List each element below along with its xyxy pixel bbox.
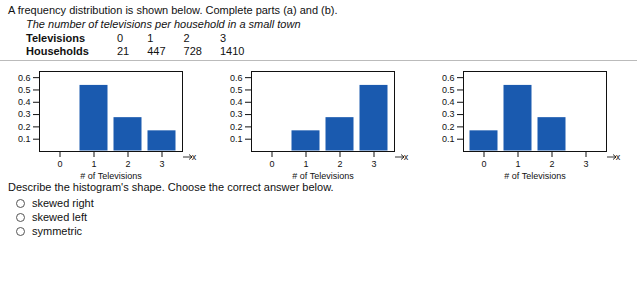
html-text:The number of televisions per: The number of televisions per household … xyxy=(26,18,301,30)
svg-text:# of Televisions: # of Televisions xyxy=(292,171,354,181)
svg-text:0.1: 0.1 xyxy=(442,134,455,144)
html-text:Describe the histogram's shape: Describe the histogram's shape. Choose t… xyxy=(8,181,334,193)
svg-text:0.6: 0.6 xyxy=(18,73,31,83)
svg-text:0.3: 0.3 xyxy=(18,109,31,119)
svg-text:3: 3 xyxy=(371,159,376,169)
svg-text:0.2: 0.2 xyxy=(18,122,31,132)
svg-text:0.4: 0.4 xyxy=(442,97,455,107)
svg-text:0.4: 0.4 xyxy=(230,97,243,107)
svg-text:0.5: 0.5 xyxy=(442,85,455,95)
svg-text:0.6: 0.6 xyxy=(230,73,243,83)
svg-text:1: 1 xyxy=(303,159,308,169)
svg-text:2: 2 xyxy=(550,159,555,169)
html-text:1: 1 xyxy=(147,32,154,44)
svg-text:0.2: 0.2 xyxy=(442,122,455,132)
svg-text:0.3: 0.3 xyxy=(442,109,455,119)
svg-text:0.5: 0.5 xyxy=(18,85,31,95)
html-text:447: 447 xyxy=(147,45,166,57)
html-text:1410: 1410 xyxy=(219,45,245,57)
svg-text:0.2: 0.2 xyxy=(230,122,243,132)
html-text:A frequency distribution is sh: A frequency distribution is shown below.… xyxy=(8,4,338,16)
svg-text:x: x xyxy=(191,152,196,162)
svg-text:0.3: 0.3 xyxy=(230,109,243,119)
svg-text:0: 0 xyxy=(57,159,62,169)
svg-text:x: x xyxy=(404,152,409,162)
html-text:0: 0 xyxy=(117,32,124,44)
svg-text:0.4: 0.4 xyxy=(18,97,31,107)
html-text:3: 3 xyxy=(219,32,226,44)
html-text:Televisions: Televisions xyxy=(26,32,86,44)
html-text:Households: Households xyxy=(26,45,89,57)
svg-text:# of Televisions: # of Televisions xyxy=(505,171,567,181)
svg-text:1: 1 xyxy=(91,159,96,169)
svg-text:3: 3 xyxy=(584,159,589,169)
html-text:2: 2 xyxy=(183,32,190,44)
svg-text:1: 1 xyxy=(516,159,521,169)
svg-text:0.6: 0.6 xyxy=(442,73,455,83)
html-text:skewed left: skewed left xyxy=(32,211,87,223)
html-text:symmetric: symmetric xyxy=(32,225,83,237)
svg-text:# of Televisions: # of Televisions xyxy=(80,171,142,181)
svg-text:0.1: 0.1 xyxy=(18,134,31,144)
svg-text:x: x xyxy=(616,152,621,162)
svg-text:0.1: 0.1 xyxy=(230,134,243,144)
html-text:728: 728 xyxy=(183,45,202,57)
svg-text:0.5: 0.5 xyxy=(230,85,243,95)
svg-text:3: 3 xyxy=(159,159,164,169)
svg-text:2: 2 xyxy=(125,159,130,169)
svg-text:2: 2 xyxy=(337,159,342,169)
svg-text:0: 0 xyxy=(269,159,274,169)
svg-text:0: 0 xyxy=(482,159,487,169)
html-text:skewed right: skewed right xyxy=(32,197,94,209)
html-text:21: 21 xyxy=(117,45,130,57)
